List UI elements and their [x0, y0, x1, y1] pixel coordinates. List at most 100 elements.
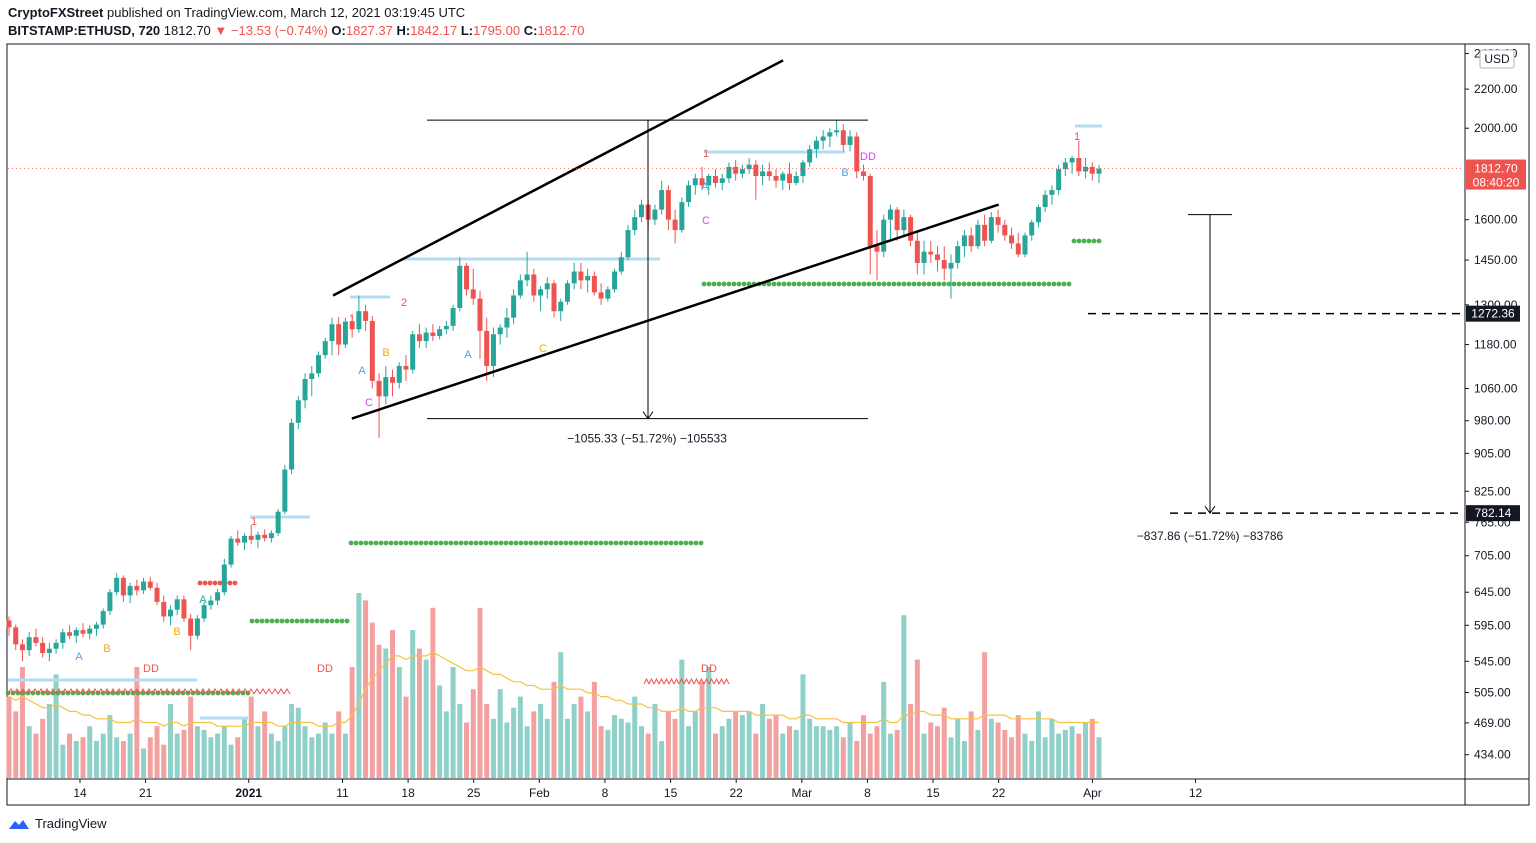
zigzag-mark — [211, 688, 219, 695]
support-dot — [227, 580, 233, 586]
high-value: 1842.17 — [410, 23, 458, 38]
support-dot — [217, 580, 223, 586]
support-dot — [388, 540, 394, 546]
candle-body — [591, 275, 597, 293]
support-dot — [861, 281, 867, 287]
support-dot — [746, 281, 752, 287]
volume-bar — [894, 729, 900, 778]
candle-body — [208, 600, 214, 606]
volume-bar — [975, 729, 981, 778]
time-axis[interactable]: 14 21 2021 11 18 25 Feb 8 15 22 Mar 8 15 22 Apr 12 — [73, 779, 1203, 800]
measure-label: −837.86 (−51.72%) −83786 — [1137, 529, 1284, 543]
open-value: 1827.37 — [345, 23, 393, 38]
zigzag-mark — [25, 688, 33, 695]
zigzag-mark — [169, 688, 177, 695]
support-dot — [378, 540, 384, 546]
support-dot — [408, 540, 414, 546]
candle-body — [369, 320, 375, 381]
support-dot — [329, 618, 335, 624]
volume-bar — [820, 726, 826, 778]
support-dot — [731, 281, 737, 287]
candle-body — [390, 377, 396, 383]
candle-body — [914, 240, 920, 263]
level-badge-label: 1272.36 — [1471, 307, 1515, 321]
x-tick-label: 22 — [992, 786, 1006, 800]
candle-body — [450, 308, 456, 326]
tradingview-logo[interactable]: TradingView — [8, 816, 107, 831]
zigzag-mark — [31, 688, 39, 695]
volume-bar — [753, 733, 759, 778]
volume-bar — [316, 733, 322, 778]
volume-bar — [147, 737, 153, 778]
volume-bar — [887, 733, 893, 778]
candle-body — [692, 178, 698, 186]
support-dot — [916, 281, 922, 287]
support-dot — [846, 281, 852, 287]
candle-body — [793, 175, 799, 183]
zigzag-mark — [718, 677, 725, 685]
volume-bar — [961, 741, 967, 778]
channel-upper-line — [332, 59, 784, 297]
x-tick-label: 22 — [730, 786, 744, 800]
currency-label[interactable]: USD — [1484, 52, 1510, 66]
volume-bar — [1056, 733, 1062, 778]
volume-bar — [571, 704, 577, 778]
symbol-label[interactable]: BITSTAMP:ETHUSD, 720 — [8, 23, 161, 38]
price-axis[interactable]: 2400.002200.002000.001600.001450.001300.… — [1465, 46, 1526, 762]
support-dot — [1086, 238, 1092, 244]
volume-bar — [228, 744, 234, 778]
zigzag-mark — [103, 688, 111, 695]
zigzag-mark — [277, 688, 285, 695]
volume-bar — [760, 704, 766, 778]
drawings[interactable]: −1055.33 (−51.72%) −105533 −837.86 (−51.7… — [8, 59, 1462, 543]
zigzag-mark — [109, 688, 117, 695]
support-dot — [403, 540, 409, 546]
measure-arrow-head — [1204, 505, 1216, 515]
support-dot — [831, 281, 837, 287]
support-dot — [1016, 281, 1022, 287]
zigzag-mark — [283, 688, 291, 695]
volume-bar — [665, 711, 671, 778]
candle-body — [201, 605, 207, 619]
candle-body — [416, 334, 422, 342]
support-dot — [906, 281, 912, 287]
zigzag-mark — [247, 688, 255, 695]
candle-body — [982, 224, 988, 241]
support-dot — [663, 540, 669, 546]
candle-body — [780, 173, 786, 181]
support-dot — [996, 281, 1002, 287]
volume-bar — [194, 726, 200, 778]
zigzag-mark — [49, 688, 57, 695]
support-dot — [991, 281, 997, 287]
candle-body — [921, 251, 927, 263]
support-dot — [448, 540, 454, 546]
candle-body — [719, 178, 725, 183]
support-dot — [533, 540, 539, 546]
candle-body — [127, 585, 133, 596]
volume-bar — [282, 726, 288, 778]
volume-bar — [1076, 733, 1082, 778]
candle-body — [739, 169, 745, 174]
y-tick-label: 1450.00 — [1474, 253, 1518, 267]
x-tick-label: 14 — [73, 786, 87, 800]
support-dot — [344, 618, 350, 624]
volume-bar — [241, 718, 247, 778]
volume-bar — [726, 718, 732, 778]
zigzag-mark — [7, 688, 15, 695]
support-dot — [523, 540, 529, 546]
publish-info: CryptoFXStreet published on TradingView.… — [8, 5, 465, 20]
support-dot — [1076, 238, 1082, 244]
volume-bars — [6, 593, 1102, 778]
candle-body — [908, 217, 914, 241]
zigzag-mark — [19, 688, 27, 695]
support-dot — [598, 540, 604, 546]
author-name[interactable]: CryptoFXStreet — [8, 5, 104, 20]
volume-bar — [766, 718, 772, 778]
candle-body — [935, 254, 941, 261]
candle-body — [665, 190, 671, 220]
support-dot — [1031, 281, 1037, 287]
y-tick-label: 434.00 — [1474, 748, 1511, 762]
volume-bar — [827, 729, 833, 778]
support-dot — [423, 540, 429, 546]
